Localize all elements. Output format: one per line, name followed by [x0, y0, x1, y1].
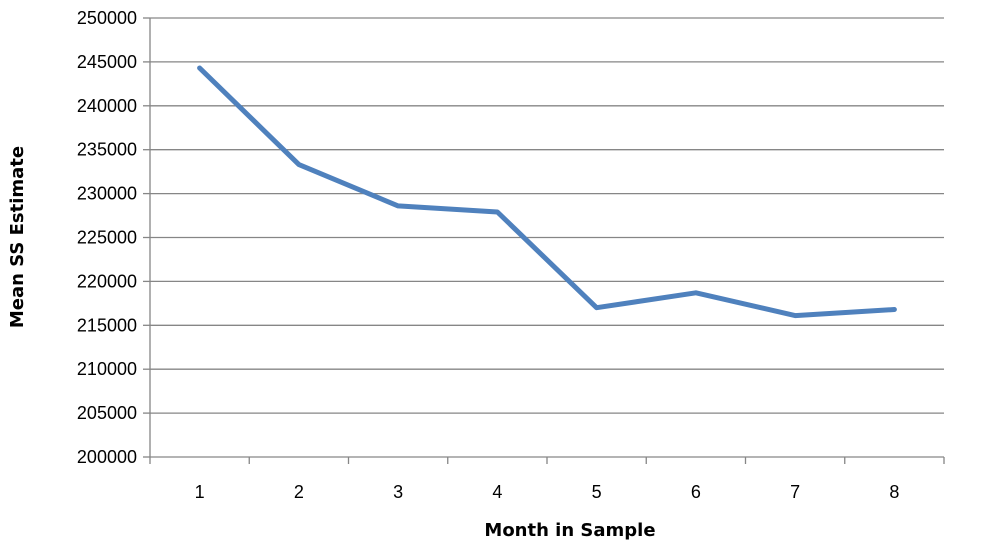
x-tick-label: 1 [195, 482, 205, 502]
y-tick-labels: 200000 205000 210000 215000 220000 225000 2300… [77, 8, 137, 467]
y-tick-label: 235000 [77, 140, 137, 160]
y-tick-label: 230000 [77, 184, 137, 204]
y-tick-label: 220000 [77, 271, 137, 291]
y-tick-label: 205000 [77, 403, 137, 423]
x-tick-label: 7 [790, 482, 800, 502]
gridlines [150, 17, 944, 414]
x-tick-label: 3 [393, 482, 403, 502]
y-tick-label: 200000 [77, 447, 137, 467]
y-axis-title: Mean SS Estimate [7, 146, 28, 328]
series-line [197, 65, 897, 319]
axes [143, 17, 945, 464]
y-tick-label: 215000 [77, 315, 137, 335]
x-tick-label: 6 [691, 482, 701, 502]
x-tick-label: 8 [889, 482, 899, 502]
x-tick-label: 4 [492, 482, 502, 502]
x-tick-label: 5 [592, 482, 602, 502]
y-tick-label: 250000 [77, 8, 137, 28]
y-tick-label: 245000 [77, 52, 137, 72]
x-tick-label: 2 [294, 482, 304, 502]
y-tick-label: 225000 [77, 228, 137, 248]
series-group [197, 65, 897, 319]
y-tick-label: 210000 [77, 359, 137, 379]
y-tick-label: 240000 [77, 96, 137, 116]
x-tick-labels: 1 2 3 4 5 6 7 8 [195, 482, 900, 502]
x-axis-title: Month in Sample [484, 520, 655, 541]
